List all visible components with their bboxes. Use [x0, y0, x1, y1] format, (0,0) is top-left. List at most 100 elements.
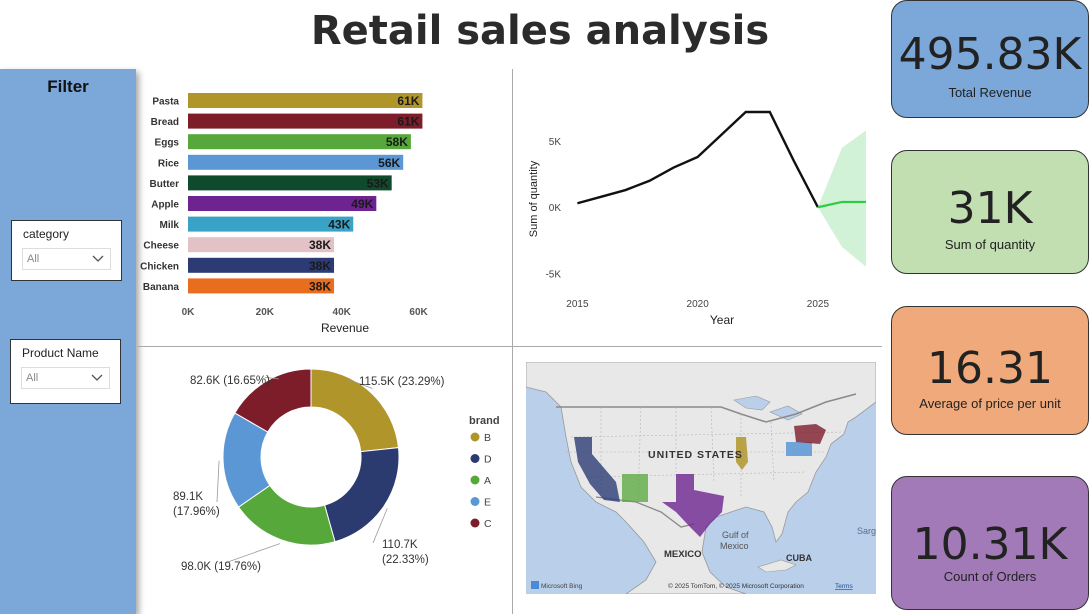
bar-data-label: 43K [328, 218, 350, 232]
product-name-dropdown[interactable]: All [21, 367, 110, 389]
product-name-slicer: Product Name All [10, 339, 121, 404]
filter-title: Filter [47, 77, 89, 96]
category-dropdown[interactable]: All [22, 248, 111, 270]
donut-slice [234, 368, 312, 433]
x-tick-label: 2015 [566, 299, 589, 310]
bar-category-label: Butter [150, 179, 180, 190]
legend-entry: C [484, 518, 492, 530]
map-label-cuba: CUBA [786, 553, 812, 563]
kpi-count-orders-value: 10.31K [912, 519, 1068, 570]
bar-category-label: Cheese [143, 241, 179, 252]
sales-map[interactable]: UNITED STATES Gulf of Mexico MEXICO CUBA… [526, 362, 876, 594]
kpi-count-orders-label: Count of Orders [943, 569, 1037, 584]
donut-data-label: 89.1K (17.96%) [173, 491, 220, 518]
x-tick-label: 0K [182, 307, 196, 318]
donut-leader-line [216, 460, 220, 503]
donut-slice [323, 447, 400, 543]
category-slicer: category All [11, 220, 122, 281]
forecast-band [817, 130, 866, 267]
bar-data-label: 61K [397, 115, 419, 129]
revenue-bar-chart: Pasta 61K Bread 61K Eggs 58K Rice 56K Butter 53K A… [140, 93, 429, 335]
kpi-avg-price-value: 16.31 [927, 343, 1053, 394]
legend-marker [470, 454, 480, 463]
bar-data-label: 49K [351, 197, 373, 211]
bar [188, 257, 335, 273]
bar-category-label: Apple [151, 200, 179, 211]
kpi-avg-price: 16.31 Average of price per unit [891, 306, 1089, 435]
y-tick-label: 0K [549, 203, 562, 214]
vertical-divider [512, 69, 513, 614]
x-tick-label: 60K [409, 307, 428, 318]
y-tick-label: -5K [545, 269, 561, 280]
kpi-sum-quantity-value: 31K [947, 183, 1033, 234]
bar-category-label: Bread [151, 117, 179, 128]
bar-data-label: 53K [367, 176, 389, 190]
x-tick-label: 2020 [687, 299, 710, 310]
map-canvas: UNITED STATES Gulf of Mexico MEXICO CUBA… [526, 362, 876, 594]
kpi-total-revenue-label: Total Revenue [948, 85, 1032, 100]
bar [188, 113, 423, 129]
bar [188, 134, 411, 150]
legend-marker [470, 475, 480, 485]
y-tick-label: 5K [549, 137, 562, 148]
forecast-line [817, 200, 866, 209]
x-tick-label: 2025 [807, 299, 830, 310]
brand-donut-chart: 115.5K (23.29%) 110.7K (22.33%) 98.0K (19.7… [173, 368, 500, 573]
quantity-line-chart: 5K 0K -5K 2015 2020 2025 Year Sum of quantity [528, 110, 866, 327]
bar [188, 154, 404, 170]
kpi-sum-quantity: 31K Sum of quantity [891, 150, 1089, 274]
donut-leader-line [372, 508, 388, 544]
bar [188, 216, 354, 232]
bar-data-label: 56K [378, 156, 400, 170]
y-axis-title: Sum of quantity [528, 160, 540, 237]
bar [188, 175, 392, 191]
x-tick-label: 40K [333, 307, 352, 318]
legend-entry: D [484, 454, 492, 466]
bar-category-label: Chicken [140, 261, 179, 272]
donut-data-label: 115.5K (23.29%) [359, 376, 445, 388]
kpi-total-revenue-value: 495.83K [898, 29, 1082, 80]
legend-entry: E [484, 497, 491, 509]
bar-data-label: 58K [386, 135, 408, 149]
filter-panel: Filter category All Product Name All [0, 69, 136, 614]
map-label-gulf: Gulf of [722, 530, 749, 540]
bar [188, 237, 335, 253]
legend-marker [470, 432, 480, 442]
donut-data-label: 98.0K (19.76%) [181, 561, 261, 573]
x-axis-title: Year [710, 313, 734, 327]
donut-leader-line [346, 378, 373, 389]
bar-category-label: Pasta [152, 97, 179, 108]
map-label-mexico: MEXICO [664, 549, 701, 560]
chevron-down-icon [91, 374, 103, 381]
quantity-line [577, 110, 819, 208]
bar-data-label: 38K [309, 259, 331, 273]
kpi-total-revenue: 495.83K Total Revenue [891, 0, 1089, 118]
bar-data-label: 38K [309, 279, 331, 293]
category-slicer-label: category [23, 227, 70, 241]
map-terms-link[interactable]: Terms [835, 583, 853, 590]
legend-entry: B [484, 432, 491, 444]
horizontal-divider [137, 346, 882, 347]
map-logo: Microsoft Bing [541, 583, 583, 590]
map-label-sargasso: Sarg [857, 526, 876, 536]
legend-marker [470, 497, 480, 506]
kpi-avg-price-label: Average of price per unit [919, 396, 1061, 411]
bar-category-label: Eggs [155, 138, 180, 149]
page-title: Retail sales analysis [310, 8, 770, 54]
category-dropdown-value: All [27, 253, 40, 265]
bar [188, 196, 377, 211]
kpi-count-orders: 10.31K Count of Orders [891, 476, 1089, 610]
donut-leader-line [224, 543, 280, 564]
bar-data-label: 38K [309, 238, 331, 252]
map-label-gulf-mexico: Mexico [720, 541, 749, 551]
map-label-us: UNITED STATES [648, 449, 743, 461]
bar-category-label: Banana [143, 282, 180, 293]
x-axis-title: Revenue [321, 321, 369, 335]
bar [188, 93, 423, 108]
donut-leader-line [264, 376, 280, 380]
legend-title: brand [469, 415, 500, 427]
donut-data-label: 110.7K (22.33%) [382, 539, 429, 566]
bar [188, 278, 335, 294]
chevron-down-icon [92, 255, 104, 262]
bar-category-label: Rice [158, 158, 180, 169]
